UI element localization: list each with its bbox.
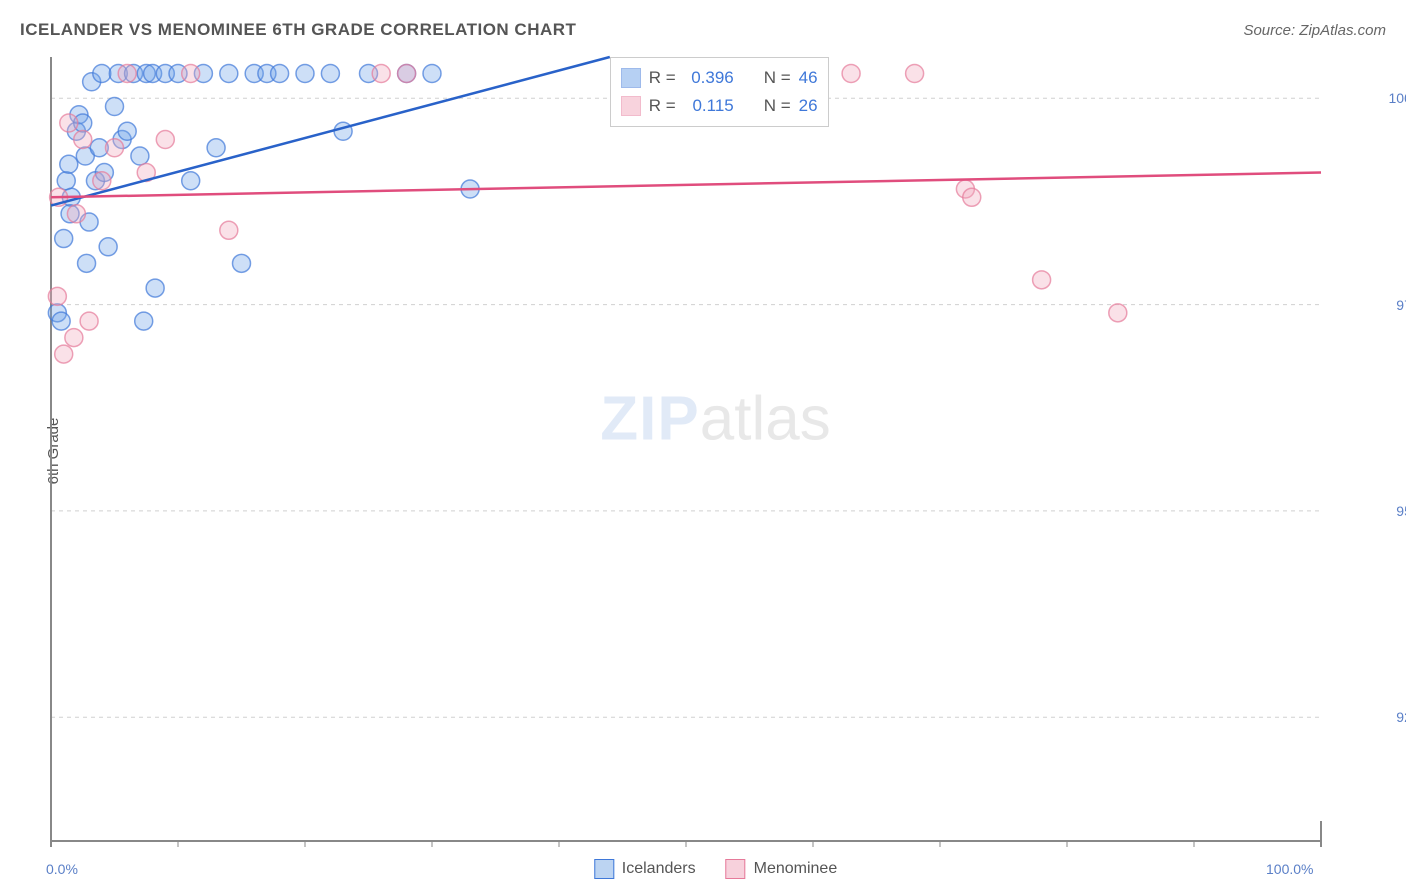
- correlation-legend: R = 0.396 N = 46 R = 0.115 N = 26: [610, 57, 829, 127]
- legend-swatch: [726, 859, 746, 879]
- r-value: 0.115: [684, 96, 734, 116]
- n-value: 26: [799, 96, 818, 116]
- correlation-row: R = 0.396 N = 46: [621, 64, 818, 92]
- n-label: N =: [764, 96, 791, 116]
- series-legend: Icelanders Menominee: [594, 859, 837, 879]
- y-tick-label: 100.0%: [1389, 90, 1406, 106]
- r-label: R =: [649, 68, 676, 88]
- series-legend-item: Menominee: [726, 859, 838, 879]
- y-tick-label: 95.0%: [1396, 503, 1406, 519]
- chart-source: Source: ZipAtlas.com: [1243, 22, 1386, 39]
- r-value: 0.396: [684, 68, 734, 88]
- y-tick-label: 97.5%: [1396, 297, 1406, 313]
- n-label: N =: [764, 68, 791, 88]
- legend-swatch: [621, 96, 641, 116]
- y-tick-label: 92.5%: [1396, 709, 1406, 725]
- x-tick-label: 0.0%: [46, 861, 78, 877]
- series-legend-item: Icelanders: [594, 859, 696, 879]
- scatter-plot: [45, 55, 1386, 847]
- legend-swatch: [621, 68, 641, 88]
- n-value: 46: [799, 68, 818, 88]
- x-tick-label: 100.0%: [1266, 861, 1313, 877]
- chart-title: ICELANDER VS MENOMINEE 6TH GRADE CORRELA…: [20, 20, 576, 40]
- r-label: R =: [649, 96, 676, 116]
- correlation-row: R = 0.115 N = 26: [621, 92, 818, 120]
- series-label: Menominee: [754, 860, 838, 878]
- series-label: Icelanders: [622, 860, 696, 878]
- chart-area: 6th Grade ZIPatlas IcelandersMenominee 9…: [45, 55, 1386, 847]
- legend-swatch: [594, 859, 614, 879]
